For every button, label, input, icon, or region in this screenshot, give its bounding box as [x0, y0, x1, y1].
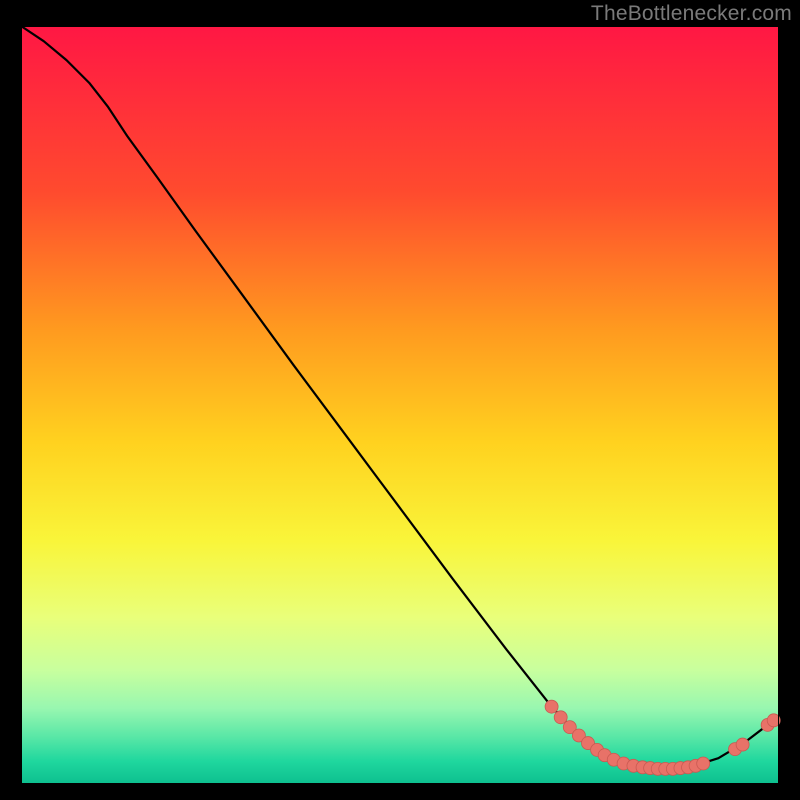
data-marker — [736, 738, 749, 751]
chart-container: TheBottlenecker.com — [0, 0, 800, 800]
data-marker — [545, 700, 558, 713]
plot-background — [21, 26, 779, 784]
data-marker — [554, 711, 567, 724]
chart-svg — [0, 0, 800, 800]
watermark-text: TheBottlenecker.com — [591, 2, 792, 26]
data-marker — [697, 757, 710, 770]
